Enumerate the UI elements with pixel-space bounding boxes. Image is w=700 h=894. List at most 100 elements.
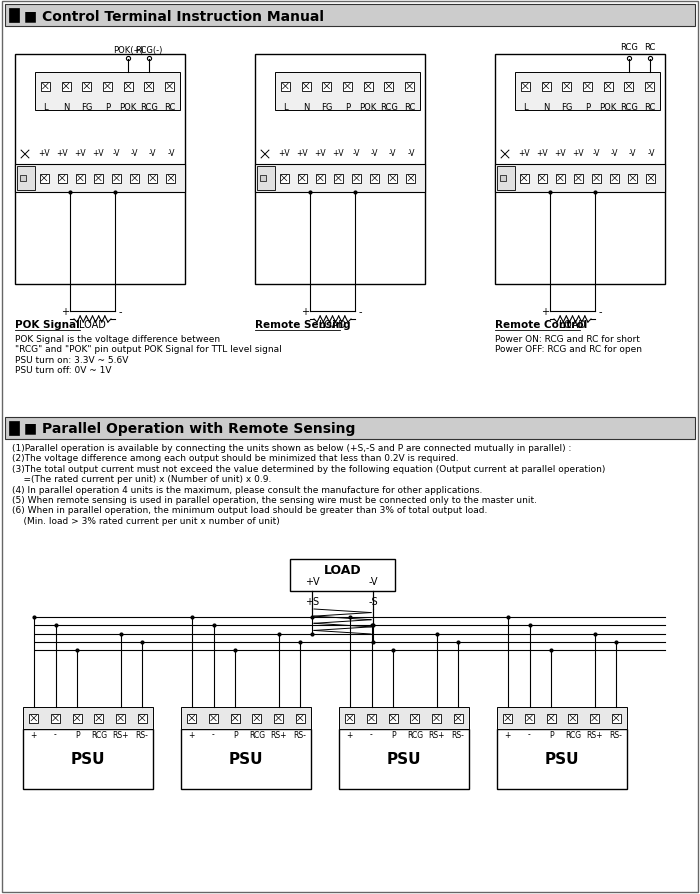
Text: +V: +V — [92, 148, 104, 157]
Bar — [281, 82, 290, 91]
Text: +V: +V — [304, 577, 319, 586]
Text: ■ Control Terminal Instruction Manual: ■ Control Terminal Instruction Manual — [24, 9, 324, 23]
Text: RCG: RCG — [380, 103, 398, 112]
Bar — [568, 713, 578, 722]
Bar — [188, 713, 196, 722]
Bar — [334, 174, 343, 183]
Text: POK: POK — [120, 103, 136, 112]
Bar — [41, 82, 50, 91]
Text: L: L — [523, 103, 528, 112]
Bar — [538, 174, 547, 183]
Text: +V: +V — [554, 148, 566, 157]
Text: POK: POK — [600, 103, 617, 112]
Bar — [612, 713, 621, 722]
Text: -V: -V — [407, 148, 414, 157]
Text: -V: -V — [389, 148, 397, 157]
Text: RS-: RS- — [294, 730, 307, 738]
Text: +V: +V — [314, 148, 326, 157]
Bar — [503, 713, 512, 722]
Bar — [410, 713, 419, 722]
Bar — [519, 174, 528, 183]
Text: LOAD: LOAD — [559, 320, 586, 330]
Text: RC: RC — [404, 103, 415, 112]
Bar — [255, 164, 425, 193]
Text: -V: -V — [368, 577, 378, 586]
Text: RC: RC — [644, 103, 655, 112]
Bar — [57, 174, 66, 183]
Text: RCG: RCG — [565, 730, 581, 738]
Text: +V: +V — [332, 148, 344, 157]
Bar — [51, 713, 60, 722]
Bar — [405, 82, 414, 91]
Bar — [384, 82, 393, 91]
Bar — [592, 174, 601, 183]
Bar — [298, 174, 307, 183]
Bar — [352, 174, 361, 183]
Bar — [290, 560, 395, 591]
Bar — [302, 82, 311, 91]
Text: RS+: RS+ — [587, 730, 603, 738]
Text: +: + — [301, 307, 309, 316]
Text: -V: -V — [113, 148, 120, 157]
Text: -V: -V — [648, 148, 654, 157]
Bar — [624, 82, 634, 91]
Bar — [23, 730, 153, 789]
Bar — [525, 713, 534, 722]
Bar — [148, 174, 158, 183]
Bar — [116, 713, 125, 722]
Text: LOAD: LOAD — [323, 563, 361, 576]
Bar — [316, 174, 325, 183]
Bar — [167, 174, 176, 183]
Text: -V: -V — [629, 148, 636, 157]
Bar — [165, 82, 174, 91]
Text: RCG: RCG — [620, 103, 638, 112]
Bar — [389, 174, 398, 183]
Bar — [76, 174, 85, 183]
Bar — [130, 174, 139, 183]
Text: +V: +V — [536, 148, 548, 157]
Bar — [497, 730, 627, 789]
Text: RCG: RCG — [91, 730, 107, 738]
Text: Power ON: RCG and RC for short
Power OFF: RCG and RC for open: Power ON: RCG and RC for short Power OFF… — [495, 334, 642, 354]
Bar — [547, 713, 556, 722]
Text: RS+: RS+ — [428, 730, 444, 738]
Text: PSU: PSU — [229, 752, 263, 767]
Text: LOAD: LOAD — [79, 320, 106, 330]
Text: -: - — [118, 307, 122, 316]
Bar — [370, 174, 379, 183]
Text: -V: -V — [167, 148, 175, 157]
Text: P: P — [391, 730, 395, 738]
Text: +V: +V — [74, 148, 86, 157]
Bar — [367, 713, 376, 722]
Bar — [231, 713, 239, 722]
Text: +S: +S — [305, 596, 319, 606]
Bar — [279, 174, 288, 183]
Bar — [9, 9, 19, 23]
Text: RCG: RCG — [140, 103, 158, 112]
Bar — [454, 713, 463, 722]
Text: PSU: PSU — [386, 752, 421, 767]
Bar — [181, 707, 311, 730]
Text: POK Signal is the voltage difference between
"RCG" and "POK" pin output POK Sign: POK Signal is the voltage difference bet… — [15, 334, 281, 375]
Text: P: P — [585, 103, 590, 112]
Bar — [432, 713, 441, 722]
Text: N: N — [303, 103, 309, 112]
Text: +: + — [188, 730, 195, 738]
Bar — [62, 82, 71, 91]
Text: Remote Sensing: Remote Sensing — [255, 320, 351, 330]
Text: -: - — [358, 307, 362, 316]
Bar — [112, 174, 121, 183]
Text: -V: -V — [149, 148, 157, 157]
Bar — [274, 713, 283, 722]
Text: P: P — [75, 730, 80, 738]
Text: +V: +V — [57, 148, 68, 157]
Text: +V: +V — [573, 148, 584, 157]
Bar — [23, 707, 153, 730]
Bar — [542, 82, 551, 91]
Text: -V: -V — [131, 148, 139, 157]
Bar — [345, 713, 354, 722]
Bar — [497, 707, 627, 730]
Bar — [255, 55, 425, 284]
Bar — [94, 174, 103, 183]
Text: +: + — [541, 307, 549, 316]
